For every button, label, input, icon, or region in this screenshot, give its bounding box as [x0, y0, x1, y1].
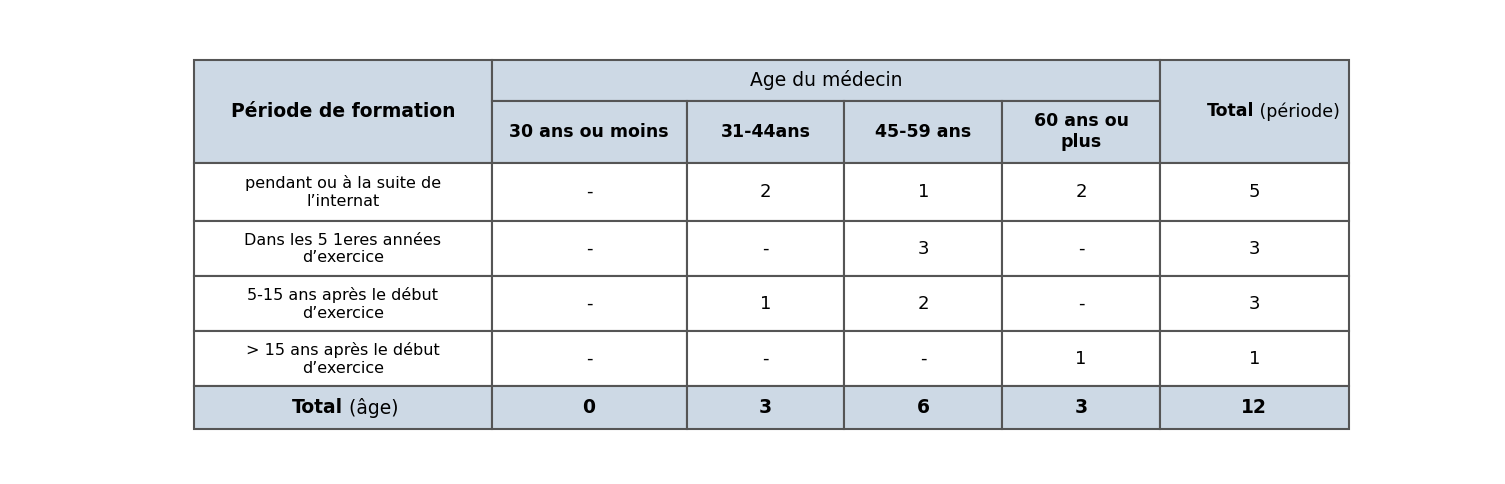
Text: -: - — [585, 240, 593, 258]
Bar — [686, 101, 844, 163]
Bar — [1002, 386, 1160, 429]
Text: Total: Total — [292, 398, 343, 417]
Text: -: - — [585, 350, 593, 368]
Text: -: - — [920, 350, 927, 368]
Bar — [492, 221, 686, 276]
Bar — [686, 221, 844, 276]
Bar — [492, 332, 686, 386]
Bar — [194, 332, 492, 386]
Text: 5: 5 — [1249, 183, 1260, 201]
Text: 6: 6 — [917, 398, 930, 417]
Text: -: - — [763, 350, 769, 368]
Bar — [686, 332, 844, 386]
Bar — [194, 163, 492, 221]
Bar — [686, 276, 844, 332]
Text: 2: 2 — [918, 295, 929, 313]
Bar — [492, 276, 686, 332]
Text: -: - — [763, 240, 769, 258]
Bar — [492, 386, 686, 429]
Text: 5-15 ans après le début
d’exercice: 5-15 ans après le début d’exercice — [247, 287, 438, 320]
Bar — [194, 386, 492, 429]
Text: pendant ou à la suite de
l’internat: pendant ou à la suite de l’internat — [245, 175, 441, 209]
Bar — [194, 221, 492, 276]
Text: 12: 12 — [1242, 398, 1267, 417]
Text: 31-44ans: 31-44ans — [721, 123, 811, 141]
Bar — [492, 101, 686, 163]
Text: -: - — [585, 295, 593, 313]
Text: 2: 2 — [1076, 183, 1087, 201]
Bar — [844, 163, 1002, 221]
Bar — [1160, 221, 1348, 276]
Bar — [1160, 163, 1348, 221]
Bar — [686, 386, 844, 429]
Bar — [1160, 332, 1348, 386]
Text: > 15 ans après le début
d’exercice: > 15 ans après le début d’exercice — [245, 342, 439, 376]
Bar — [844, 221, 1002, 276]
Text: (période): (période) — [1254, 102, 1341, 121]
Text: 0: 0 — [582, 398, 596, 417]
Bar — [1002, 332, 1160, 386]
Text: 1: 1 — [1249, 350, 1260, 368]
Text: Age du médecin: Age du médecin — [749, 70, 901, 91]
Bar — [1160, 386, 1348, 429]
Bar — [844, 386, 1002, 429]
Text: 3: 3 — [1249, 240, 1260, 258]
Bar — [1002, 163, 1160, 221]
Text: 1: 1 — [760, 295, 771, 313]
Text: 60 ans ou
plus: 60 ans ou plus — [1034, 112, 1129, 151]
Text: 1: 1 — [918, 183, 929, 201]
Text: -: - — [1078, 240, 1085, 258]
Bar — [1002, 101, 1160, 163]
Text: 3: 3 — [918, 240, 929, 258]
Bar — [1002, 221, 1160, 276]
Text: Dans les 5 1eres années
d’exercice: Dans les 5 1eres années d’exercice — [244, 233, 441, 265]
Text: 2: 2 — [760, 183, 771, 201]
Text: 1: 1 — [1076, 350, 1087, 368]
Text: Période de formation: Période de formation — [230, 102, 455, 121]
Bar — [194, 276, 492, 332]
Bar — [492, 60, 1160, 101]
Text: 3: 3 — [759, 398, 772, 417]
Text: (âge): (âge) — [343, 398, 399, 418]
Text: 30 ans ou moins: 30 ans ou moins — [509, 123, 668, 141]
Bar — [1160, 276, 1348, 332]
Bar — [844, 101, 1002, 163]
Bar — [492, 163, 686, 221]
Bar — [844, 276, 1002, 332]
Text: Total: Total — [1207, 103, 1254, 121]
Bar — [844, 332, 1002, 386]
Text: 45-59 ans: 45-59 ans — [876, 123, 971, 141]
Bar — [194, 60, 492, 163]
Bar — [1160, 60, 1348, 163]
Text: 3: 3 — [1075, 398, 1088, 417]
Bar — [686, 163, 844, 221]
Text: -: - — [1078, 295, 1085, 313]
Text: -: - — [585, 183, 593, 201]
Text: 3: 3 — [1249, 295, 1260, 313]
Bar — [1002, 276, 1160, 332]
